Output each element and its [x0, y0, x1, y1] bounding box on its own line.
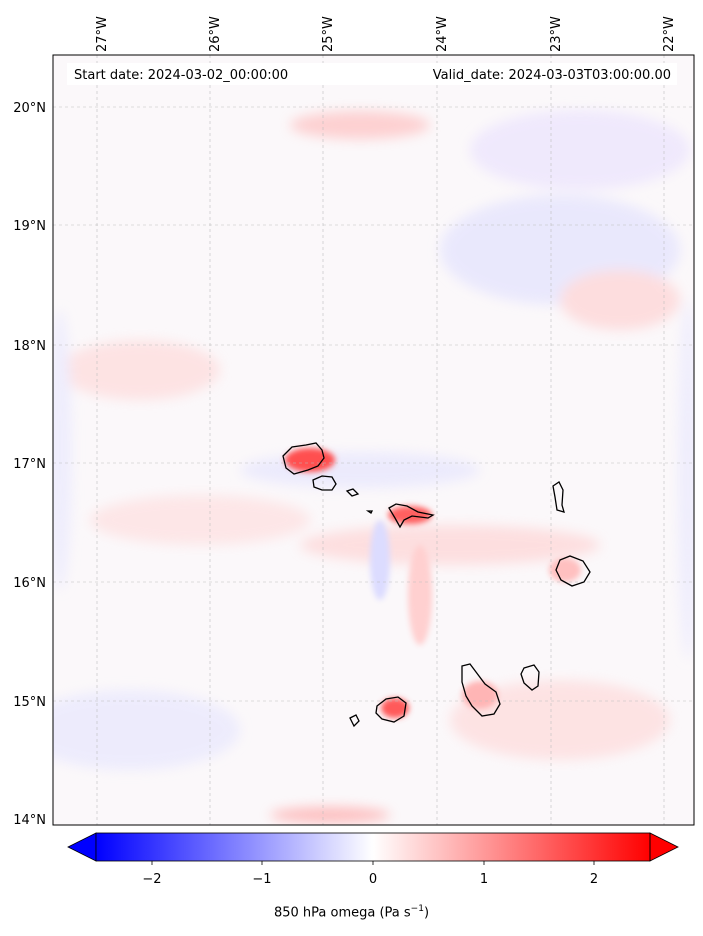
colorbar-min-arrow: [67, 832, 97, 862]
fogo-island: [375, 696, 407, 723]
start-date-text: Start date: 2024-03-02_00:00:00: [74, 68, 288, 83]
lon-label: 24°W: [435, 16, 450, 52]
colorbar-max-arrow: [649, 832, 679, 862]
boa-vista-island: [555, 555, 591, 587]
colorbar-tick: 1: [480, 872, 488, 887]
lat-label: 16°N: [13, 576, 46, 591]
map-frame: [52, 54, 695, 826]
gridlines: [53, 55, 694, 825]
lon-label: 26°W: [208, 16, 223, 52]
santiago-island: [461, 663, 501, 717]
colorbar-tick: −2: [142, 872, 161, 887]
colorbar-tick: 2: [590, 872, 598, 887]
coastlines: [282, 442, 591, 728]
colorbar-gradient: [96, 833, 650, 861]
colorbar: −2 −1 0 1 2: [67, 832, 679, 887]
lon-label: 25°W: [321, 16, 336, 52]
brava-island: [349, 714, 360, 728]
date-header-box: [67, 63, 677, 85]
lon-label: 27°W: [95, 16, 110, 52]
colorbar-tick: 0: [369, 872, 377, 887]
lon-label: 22°W: [662, 16, 677, 52]
santo-antao-island: [282, 442, 325, 475]
valid-date-text: Valid_date: 2024-03-03T03:00:00.00: [433, 68, 671, 83]
lat-label: 18°N: [13, 339, 46, 354]
sal-island: [552, 481, 565, 513]
sao-nicolau-island: [388, 503, 435, 529]
santa-luzia-island: [345, 488, 360, 497]
lat-label: 15°N: [13, 695, 46, 710]
lon-label: 23°W: [549, 16, 564, 52]
maio-island: [520, 664, 540, 691]
lat-label: 14°N: [13, 813, 46, 828]
lat-label: 20°N: [13, 101, 46, 116]
omega-field: [53, 55, 694, 825]
lat-label: 17°N: [13, 457, 46, 472]
colorbar-label: 850 hPa omega (Pa s−1): [273, 904, 430, 921]
lat-label: 19°N: [13, 219, 46, 234]
colorbar-tick: −1: [252, 872, 271, 887]
latitude-labels: 20°N 19°N 18°N 17°N 16°N 15°N 14°N: [13, 101, 46, 828]
sao-vicente-island: [312, 475, 337, 491]
raso-island: [365, 510, 374, 514]
longitude-labels: 27°W 26°W 25°W 24°W 23°W 22°W: [95, 16, 677, 52]
